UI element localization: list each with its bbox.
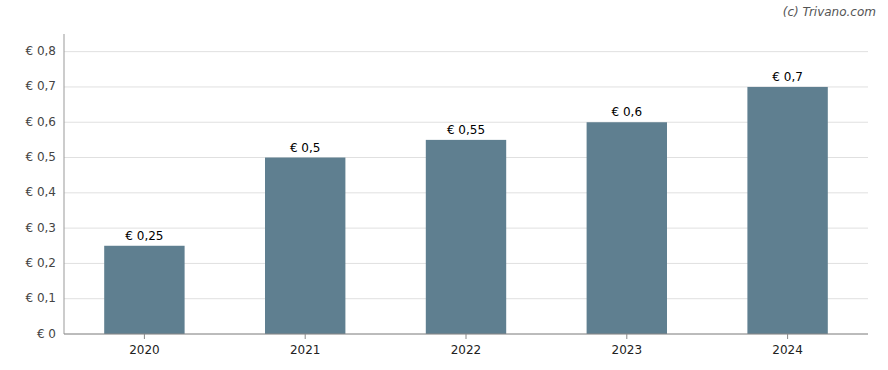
grid-line bbox=[64, 51, 868, 52]
y-axis-line bbox=[64, 34, 65, 334]
y-tick-label: € 0,6 bbox=[25, 115, 56, 129]
y-tick-label: € 0,7 bbox=[25, 79, 56, 93]
bars bbox=[104, 87, 828, 334]
x-tick-label: 2020 bbox=[129, 343, 160, 357]
bar bbox=[747, 87, 827, 334]
data-label: € 0,55 bbox=[447, 123, 485, 137]
x-tick-label: 2023 bbox=[612, 343, 643, 357]
x-tick bbox=[305, 334, 306, 339]
chart-container: € 0€ 0,1€ 0,2€ 0,3€ 0,4€ 0,5€ 0,6€ 0,7€ … bbox=[0, 0, 888, 370]
y-tick-label: € 0,1 bbox=[25, 291, 56, 305]
y-tick-label: € 0,3 bbox=[25, 221, 56, 235]
x-tick bbox=[466, 334, 467, 339]
data-labels: € 0,25 € 0,5 € 0,55 € 0,6 € 0,7 bbox=[125, 70, 803, 243]
x-axis: 2020 2021 2022 2023 2024 bbox=[64, 334, 868, 357]
y-tick-label: € 0,5 bbox=[25, 150, 56, 164]
data-label: € 0,6 bbox=[612, 105, 643, 119]
y-axis: € 0 € 0,1 € 0,2 € 0,3 € 0,4 € 0,5 € 0,6 € 0,7 € … bbox=[25, 34, 64, 341]
x-tick bbox=[787, 334, 788, 339]
x-tick-label: 2021 bbox=[290, 343, 321, 357]
watermark: (c) Trivano.com bbox=[783, 5, 876, 19]
bar bbox=[426, 140, 506, 334]
y-grid bbox=[64, 52, 868, 334]
chart: € 0€ 0,1€ 0,2€ 0,3€ 0,4€ 0,5€ 0,6€ 0,7€ … bbox=[0, 0, 888, 370]
bar bbox=[587, 122, 667, 334]
bar bbox=[104, 246, 184, 334]
data-label: € 0,5 bbox=[290, 141, 321, 155]
y-tick-label: € 0,8 bbox=[25, 44, 56, 58]
x-tick-label: 2022 bbox=[451, 343, 482, 357]
x-tick-label: 2024 bbox=[772, 343, 803, 357]
data-label: € 0,25 bbox=[125, 229, 163, 243]
data-label: € 0,7 bbox=[772, 70, 803, 84]
y-tick-label: € 0,2 bbox=[25, 256, 56, 270]
x-tick bbox=[626, 334, 627, 339]
x-tick bbox=[144, 334, 145, 339]
y-tick-label: € 0 bbox=[37, 327, 56, 341]
bar bbox=[265, 158, 345, 334]
y-tick-label: € 0,4 bbox=[25, 185, 56, 199]
